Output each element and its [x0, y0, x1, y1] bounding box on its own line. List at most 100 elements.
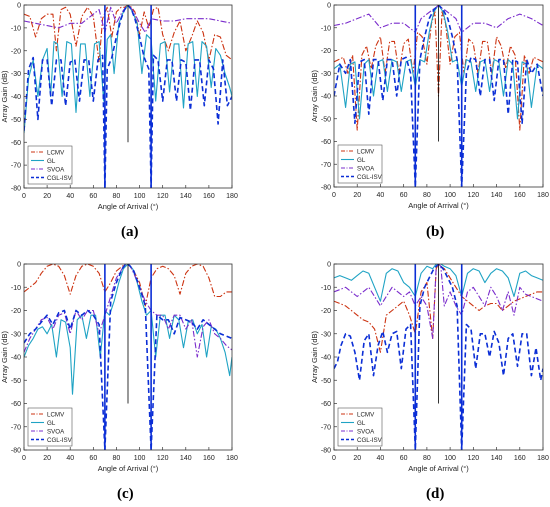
legend-label: GL [357, 157, 366, 164]
series-line-lcmv [24, 5, 232, 63]
x-tick-label: 0 [22, 455, 26, 462]
y-tick-label: -70 [11, 424, 21, 431]
panel-label: (b) [426, 224, 445, 240]
x-tick-label: 120 [157, 193, 169, 200]
y-tick-label: -60 [321, 139, 331, 146]
x-tick-label: 20 [353, 192, 361, 199]
x-axis-label: Angle of Arrival (°) [408, 464, 469, 473]
series-line-svoa [334, 264, 543, 339]
x-tick-label: 0 [332, 192, 336, 199]
series-line-gl [334, 264, 543, 302]
x-tick-label: 180 [226, 455, 238, 462]
legend-label: LCMV [47, 149, 65, 156]
x-tick-label: 120 [157, 455, 169, 462]
x-axis-label: Angle of Arrival (°) [408, 201, 469, 210]
series-line-cgl-isv [334, 5, 543, 187]
legend-label: CGL-ISV [357, 437, 383, 444]
x-tick-label: 180 [537, 455, 549, 462]
legend-label: SVOA [47, 428, 65, 435]
x-tick-label: 80 [113, 193, 121, 200]
x-tick-label: 100 [444, 455, 456, 462]
x-tick-label: 100 [444, 192, 456, 199]
x-tick-label: 160 [514, 455, 526, 462]
y-tick-label: -20 [321, 48, 331, 55]
y-tick-label: -20 [11, 48, 21, 55]
panel-label: (c) [117, 486, 134, 502]
legend-label: GL [47, 158, 56, 165]
y-axis-label: Array Gain (dB) [310, 69, 319, 122]
y-tick-label: -50 [11, 378, 21, 385]
x-tick-label: 0 [332, 455, 336, 462]
y-tick-label: -70 [321, 162, 331, 169]
y-tick-label: -50 [321, 116, 331, 123]
y-tick-label: -80 [321, 448, 331, 455]
legend-label: SVOA [47, 166, 65, 173]
y-tick-label: -60 [321, 401, 331, 408]
legend-label: GL [357, 420, 366, 427]
chart-panel-4: 0 20 40 60 80 100 120 140 160 180 0 -10 -20 -30 -40 -50… [310, 262, 549, 474]
y-axis-label: Array Gain (dB) [0, 330, 9, 383]
series-line-gl [24, 264, 232, 395]
x-tick-label: 40 [66, 193, 74, 200]
y-tick-label: 0 [17, 3, 21, 10]
legend-label: SVOA [357, 428, 375, 435]
x-tick-label: 20 [43, 193, 51, 200]
x-tick-label: 140 [180, 455, 192, 462]
x-tick-label: 180 [226, 193, 238, 200]
series-line-svoa [24, 5, 232, 34]
x-tick-label: 40 [66, 455, 74, 462]
y-tick-label: -80 [11, 186, 21, 193]
x-tick-label: 20 [43, 455, 51, 462]
y-tick-label: -10 [11, 25, 21, 32]
x-tick-label: 80 [113, 455, 121, 462]
panel-label: (a) [121, 224, 139, 240]
panel-label: (d) [426, 486, 445, 502]
y-tick-label: -10 [321, 285, 331, 292]
y-tick-label: 0 [17, 262, 21, 269]
y-tick-label: -10 [11, 285, 21, 292]
y-axis-label: Array Gain (dB) [0, 70, 9, 123]
x-tick-label: 160 [203, 455, 215, 462]
x-tick-label: 60 [89, 193, 97, 200]
y-tick-label: -30 [321, 71, 331, 78]
series-line-cgl-isv [334, 264, 543, 450]
y-axis-label: Array Gain (dB) [310, 330, 319, 383]
legend-label: LCMV [357, 148, 375, 155]
chart-panel-1: 0 20 40 60 80 100 120 140 160 180 0 -10 -20 -30 -40 -50… [0, 3, 238, 212]
y-tick-label: -30 [11, 71, 21, 78]
x-tick-label: 120 [467, 455, 479, 462]
series-line-gl [334, 5, 543, 120]
x-tick-label: 100 [134, 455, 146, 462]
x-tick-label: 20 [353, 455, 361, 462]
y-tick-label: -60 [11, 401, 21, 408]
series-line-svoa [24, 264, 232, 358]
x-axis-label: Angle of Arrival (°) [98, 202, 159, 211]
y-tick-label: -20 [321, 308, 331, 315]
y-tick-label: -50 [11, 117, 21, 124]
x-tick-label: 160 [203, 193, 215, 200]
legend-label: LCMV [47, 411, 65, 418]
legend-label: CGL-ISV [47, 437, 73, 444]
y-tick-label: 0 [327, 262, 331, 269]
x-tick-label: 0 [22, 193, 26, 200]
x-tick-label: 60 [400, 192, 408, 199]
y-tick-label: -40 [321, 355, 331, 362]
y-tick-label: -40 [11, 355, 21, 362]
y-tick-label: -60 [11, 140, 21, 147]
legend-label: CGL-ISV [47, 175, 73, 182]
x-tick-label: 140 [491, 455, 503, 462]
x-tick-label: 60 [400, 455, 408, 462]
series-line-cgl-isv [24, 5, 232, 188]
y-tick-label: -20 [11, 308, 21, 315]
y-tick-label: -30 [321, 331, 331, 338]
x-tick-label: 180 [537, 192, 549, 199]
x-tick-label: 40 [377, 455, 385, 462]
legend-label: LCMV [357, 411, 375, 418]
x-tick-label: 120 [467, 192, 479, 199]
x-tick-label: 140 [491, 192, 503, 199]
y-tick-label: -10 [321, 25, 331, 32]
